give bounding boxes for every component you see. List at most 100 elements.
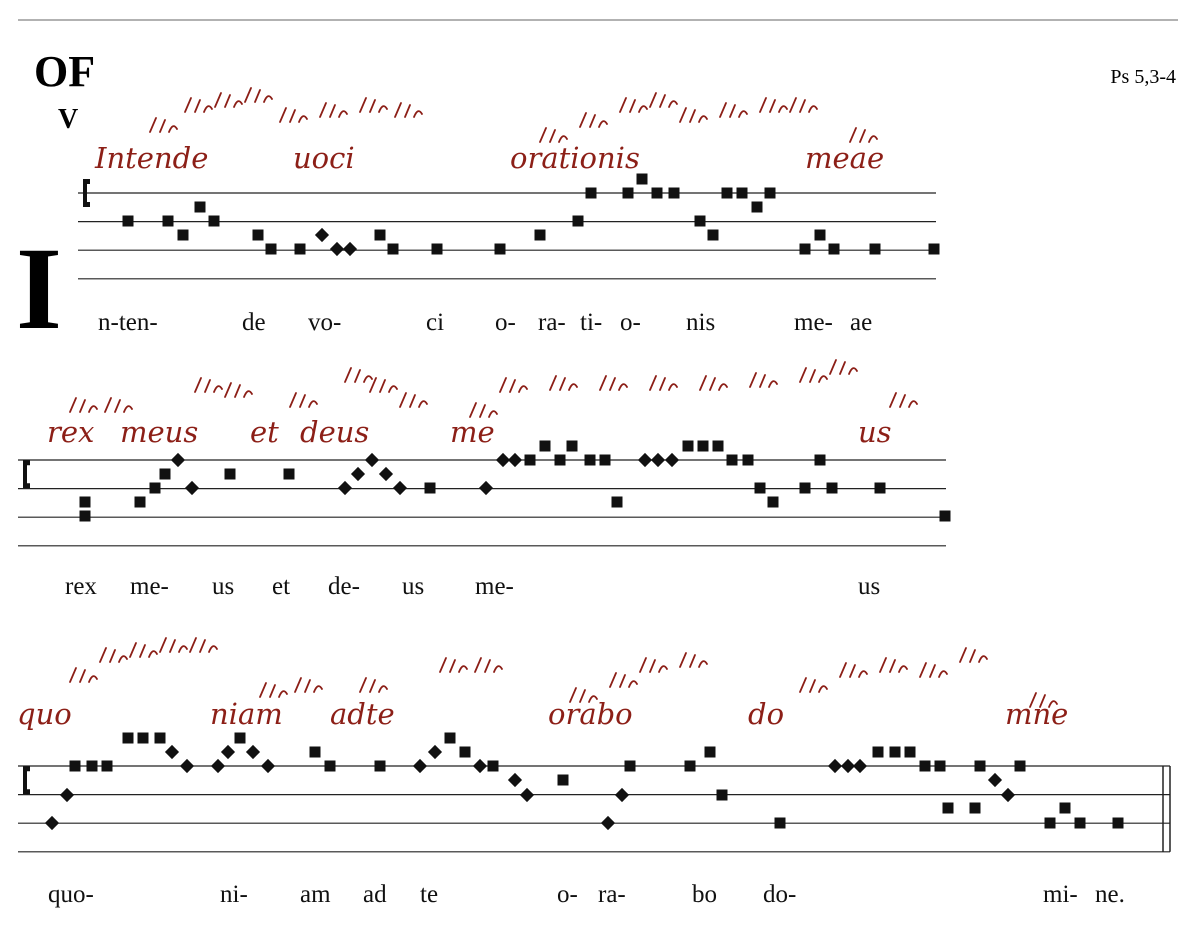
mode: V <box>58 104 78 135</box>
neume-sign <box>829 359 858 375</box>
square-note <box>194 201 206 213</box>
neume-sign <box>649 375 678 391</box>
diamond-note <box>827 758 843 774</box>
square-note <box>814 229 826 241</box>
neume-sign <box>469 402 498 418</box>
diamond-note <box>314 227 330 243</box>
neume-word: meae <box>805 141 884 175</box>
diamond-note <box>245 744 261 760</box>
square-note <box>585 187 597 199</box>
lyric-syllable: te <box>420 881 438 908</box>
neume-sign <box>879 657 908 673</box>
c-clef <box>23 460 30 489</box>
square-note <box>799 482 811 494</box>
lyric-syllable: bo <box>692 881 717 908</box>
neume-sign <box>319 102 348 118</box>
lyric-syllable: ne. <box>1095 881 1125 908</box>
neume-word: orationis <box>510 141 640 175</box>
square-note <box>736 187 748 199</box>
neume-sign <box>609 672 638 688</box>
diamond-note <box>507 772 523 788</box>
square-note <box>622 187 634 199</box>
genre: OF <box>34 47 95 96</box>
diamond-note <box>364 452 380 468</box>
neume-sign <box>159 637 188 653</box>
lyric-syllable: ra- <box>598 881 626 908</box>
square-note <box>774 817 786 829</box>
neume-sign <box>359 97 388 113</box>
square-note <box>324 760 336 772</box>
lyric-syllable: mi- <box>1043 881 1078 908</box>
square-note <box>444 732 456 744</box>
square-note <box>624 760 636 772</box>
diamond-note <box>184 480 200 496</box>
neume-sign <box>649 92 678 108</box>
diamond-note <box>495 452 511 468</box>
square-note <box>939 510 951 522</box>
lyric-syllable: me- <box>794 309 833 336</box>
neume-word: do <box>748 697 784 731</box>
square-note <box>387 243 399 255</box>
lyric-syllable: nis <box>686 309 715 336</box>
diamond-note <box>350 466 366 482</box>
neume-sign <box>359 677 388 693</box>
neume-sign <box>579 112 608 128</box>
neume-sign <box>919 662 948 678</box>
neume-sign <box>439 657 468 673</box>
neume-sign <box>849 127 878 143</box>
diamond-note <box>637 452 653 468</box>
square-note <box>712 440 724 452</box>
diamond-note <box>392 480 408 496</box>
square-note <box>487 760 499 772</box>
neume-sign <box>244 87 273 103</box>
lyric-syllable: quo- <box>48 881 94 908</box>
square-note <box>539 440 551 452</box>
diamond-note <box>472 758 488 774</box>
diamond-note <box>329 241 345 257</box>
lyric-syllable: ad <box>363 881 387 908</box>
lyric-syllable: o- <box>620 309 641 336</box>
neume-sign <box>799 677 828 693</box>
square-note <box>828 243 840 255</box>
square-note <box>704 746 716 758</box>
lyric-syllable: de- <box>328 573 360 600</box>
neume-word: quo <box>17 697 72 731</box>
square-note <box>122 215 134 227</box>
square-note <box>283 468 295 480</box>
neume-word: orabo <box>548 697 633 731</box>
square-note <box>584 454 596 466</box>
c-clef <box>23 766 30 795</box>
square-note <box>754 482 766 494</box>
diamond-note <box>600 815 616 831</box>
neume-sign <box>599 375 628 391</box>
square-note <box>494 243 506 255</box>
square-note <box>265 243 277 255</box>
square-note <box>1044 817 1056 829</box>
square-note <box>134 496 146 508</box>
square-note <box>636 173 648 185</box>
square-note <box>934 760 946 772</box>
diamond-note <box>519 787 535 803</box>
square-note <box>374 760 386 772</box>
lyric-syllable: us <box>858 573 880 600</box>
neume-word: adte <box>330 697 395 731</box>
square-note <box>149 482 161 494</box>
diamond-note <box>664 452 680 468</box>
neume-sign <box>99 647 128 663</box>
diamond-note <box>44 815 60 831</box>
square-note <box>928 243 940 255</box>
diamond-note <box>378 466 394 482</box>
neume-word: me <box>450 415 495 449</box>
diamond-note <box>220 744 236 760</box>
square-note <box>742 454 754 466</box>
square-note <box>534 229 546 241</box>
square-note <box>162 215 174 227</box>
diamond-note <box>342 241 358 257</box>
square-note <box>872 746 884 758</box>
square-note <box>566 440 578 452</box>
diamond-note <box>170 452 186 468</box>
neume-word: Intende <box>94 141 208 175</box>
square-note <box>611 496 623 508</box>
square-note <box>694 215 706 227</box>
square-note <box>572 215 584 227</box>
